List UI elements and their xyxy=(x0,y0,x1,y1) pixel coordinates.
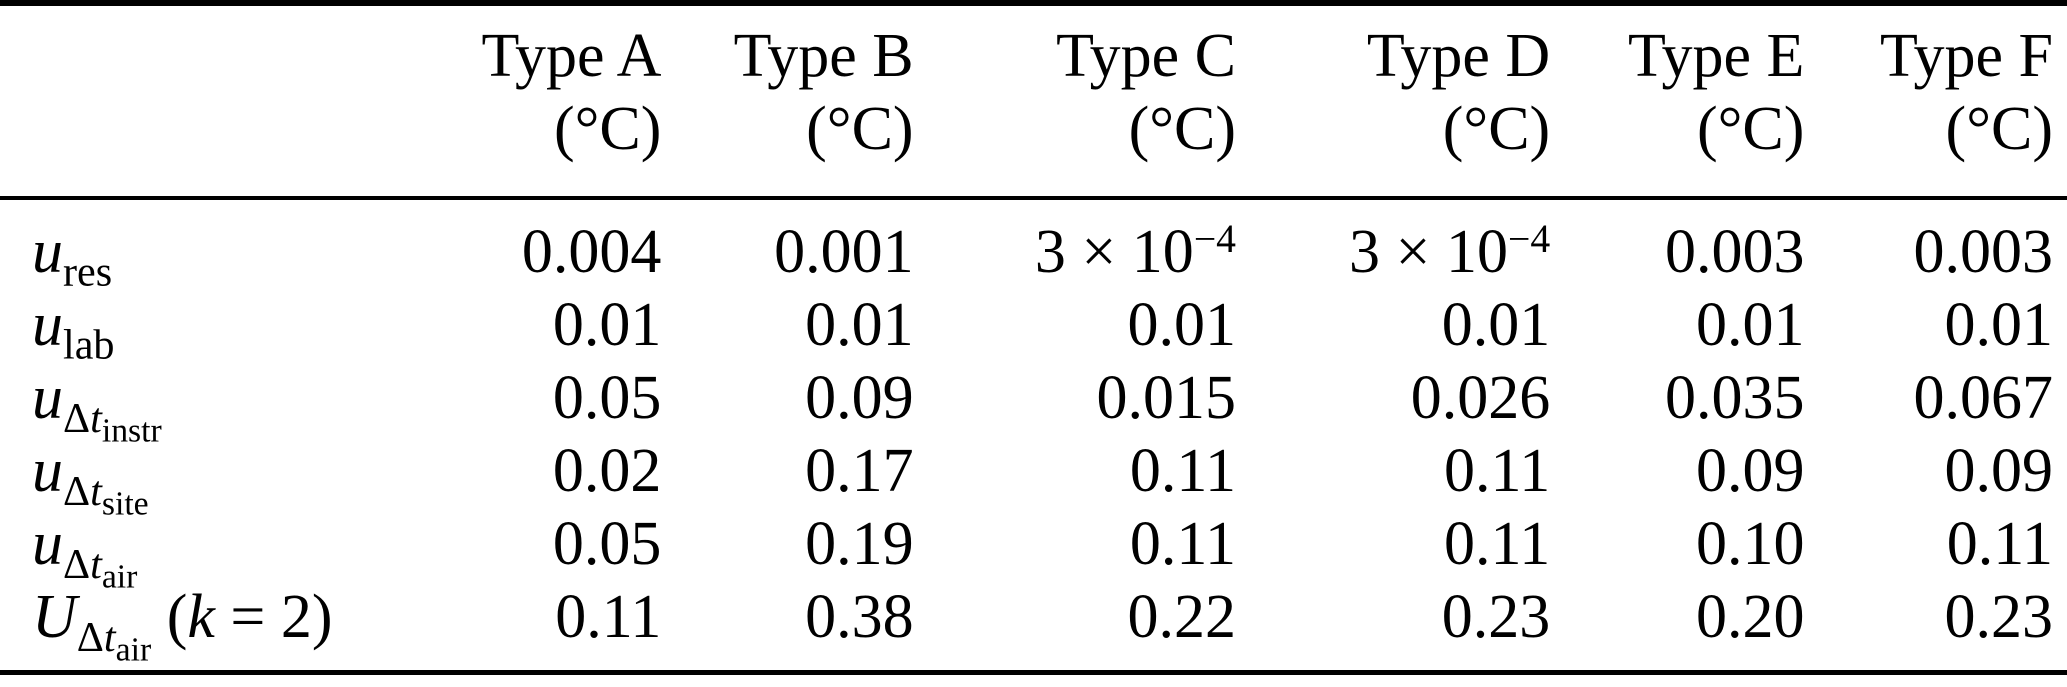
cell: 0.02 xyxy=(552,437,662,506)
header-type-c: Type C (°C) xyxy=(913,3,1237,201)
cell: 0.004 xyxy=(521,218,662,287)
cell: 0.01 xyxy=(1695,291,1805,360)
header-type-b: Type B (°C) xyxy=(661,3,914,201)
cell: 0.17 xyxy=(805,437,914,506)
cell: 0.05 xyxy=(552,510,662,579)
cell: 0.01 xyxy=(1944,291,2054,360)
cell: 0.003 xyxy=(1664,218,1805,287)
cell: 0.11 xyxy=(1946,510,2053,579)
cell: 0.001 xyxy=(774,218,914,287)
cell: 0.09 xyxy=(1695,437,1805,506)
column-unit: (°C) xyxy=(553,95,662,164)
table-row-u-dt-air: uΔtair 0.05 0.19 0.11 0.11 0.10 0.11 xyxy=(0,508,2067,596)
header-type-f: Type F (°C) xyxy=(1804,3,2067,201)
column-unit: (°C) xyxy=(1442,95,1551,164)
cell: 0.11 xyxy=(555,583,662,652)
column-unit: (°C) xyxy=(806,95,914,164)
cell: 0.19 xyxy=(805,510,914,579)
column-name: Type D xyxy=(1366,22,1551,90)
row-label: uΔtair xyxy=(32,510,138,596)
column-unit: (°C) xyxy=(1696,95,1805,164)
row-label: uΔtsite xyxy=(32,437,149,523)
column-name: Type E xyxy=(1628,22,1805,90)
cell: 0.09 xyxy=(805,364,914,433)
row-label: ulab xyxy=(32,291,115,369)
header-empty-cell xyxy=(0,3,455,201)
header-row: Type A (°C) Type B (°C) Type C (°C) Type… xyxy=(0,3,2067,201)
column-name: Type A xyxy=(481,22,662,90)
cell: 0.23 xyxy=(1441,583,1551,652)
table-row-u-res: ures 0.004 0.001 3 × 10−4 3 × 10−4 0.003… xyxy=(0,198,2067,296)
cell: 0.035 xyxy=(1664,364,1805,433)
column-name: Type C xyxy=(1056,22,1237,90)
cell: 0.015 xyxy=(1096,364,1237,433)
header-type-e: Type E (°C) xyxy=(1550,3,1805,201)
table-row-u-dt-instr: uΔtinstr 0.05 0.09 0.015 0.026 0.035 0.0… xyxy=(0,362,2067,450)
cell: 3 × 10−4 xyxy=(1034,217,1237,287)
cell: 0.11 xyxy=(1129,510,1237,579)
cell: 0.11 xyxy=(1129,437,1237,506)
column-name: Type F xyxy=(1879,22,2053,90)
cell: 0.01 xyxy=(805,291,914,360)
cell: 0.22 xyxy=(1127,583,1237,652)
header-type-d: Type D (°C) xyxy=(1236,3,1551,201)
cell: 0.38 xyxy=(805,583,914,652)
cell: 0.05 xyxy=(552,364,662,433)
cell: 0.09 xyxy=(1944,437,2054,506)
cell: 0.01 xyxy=(1441,291,1551,360)
cell: 0.01 xyxy=(552,291,662,360)
header-type-a: Type A (°C) xyxy=(454,3,662,201)
cell: 0.067 xyxy=(1913,364,2054,433)
cell: 0.20 xyxy=(1695,583,1805,652)
column-unit: (°C) xyxy=(1128,95,1237,164)
column-name: Type B xyxy=(733,22,914,90)
cell: 3 × 10−4 xyxy=(1349,217,1551,287)
cell: 0.11 xyxy=(1444,437,1551,506)
cell: 0.10 xyxy=(1695,510,1805,579)
table-row-u-lab: ulab 0.01 0.01 0.01 0.01 0.01 0.01 xyxy=(0,289,2067,369)
table-row-u-dt-site: uΔtsite 0.02 0.17 0.11 0.11 0.09 0.09 xyxy=(0,435,2067,523)
cell: 0.01 xyxy=(1127,291,1237,360)
row-label: ures xyxy=(32,218,113,296)
cell: 0.026 xyxy=(1410,364,1551,433)
table-row-uk2-dt-air: UΔtair (k = 2) 0.11 0.38 0.22 0.23 0.20 … xyxy=(0,581,2067,673)
cell: 0.003 xyxy=(1913,218,2054,287)
cell: 0.23 xyxy=(1944,583,2054,652)
column-unit: (°C) xyxy=(1945,95,2053,164)
cell: 0.11 xyxy=(1444,510,1551,579)
row-label: uΔtinstr xyxy=(32,364,162,450)
row-label: UΔtair (k = 2) xyxy=(32,583,333,669)
